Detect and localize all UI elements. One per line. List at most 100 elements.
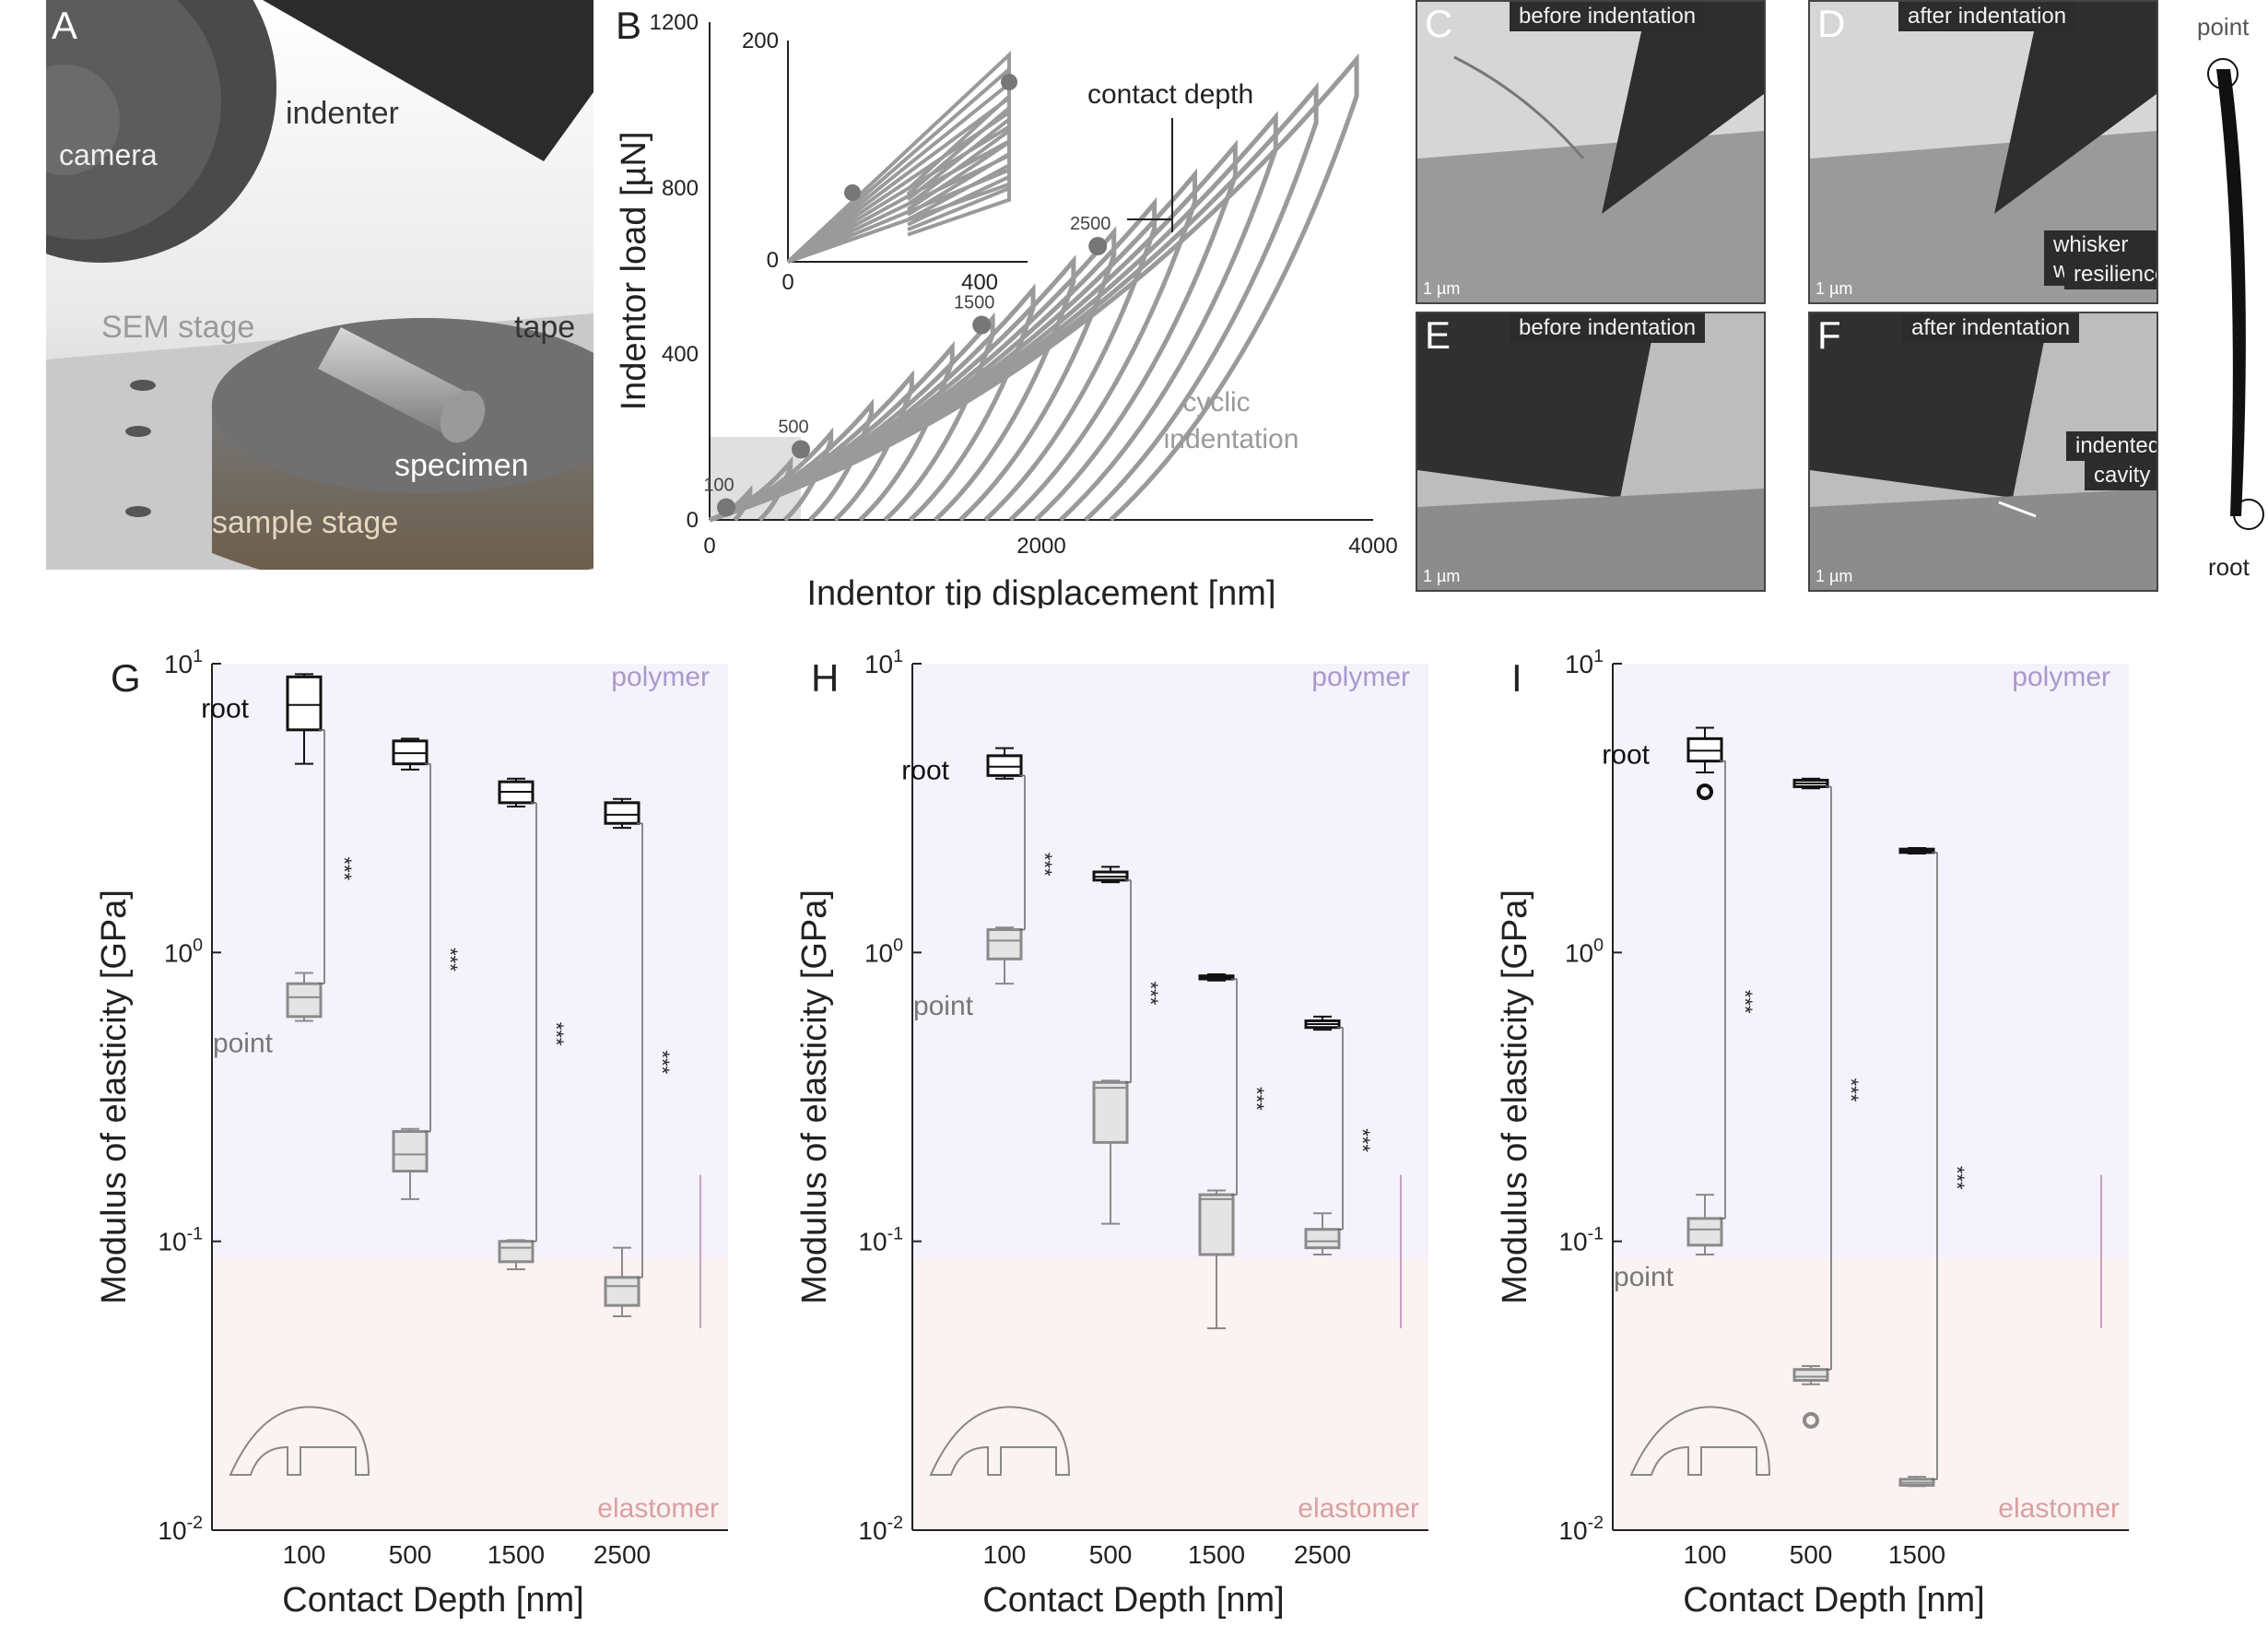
point-label: point: [1614, 1262, 1675, 1292]
y-tick-label: 10-1: [1558, 1224, 1604, 1256]
specimen-label: specimen: [394, 448, 529, 483]
x-axis-title: Contact Depth [nm]: [982, 1581, 1284, 1620]
indentation-label: indentation: [1164, 424, 1299, 454]
x-axis-title: Contact Depth [nm]: [1683, 1581, 1984, 1620]
box-root: [286, 675, 323, 732]
x-tick-label: 2500: [1294, 1540, 1351, 1569]
sem-c-caption: before indentation: [1510, 2, 1706, 31]
sem-e-caption: before indentation: [1510, 313, 1706, 343]
y-tick-label: 100: [164, 935, 203, 967]
sem-d-caption: after indentation: [1898, 2, 2076, 31]
panel-c-letter: C: [1425, 2, 1453, 45]
panel-a-render: [46, 0, 593, 570]
inset-x-tick: 0: [781, 270, 793, 295]
box-point: [1304, 1228, 1341, 1250]
elastomer-label: elastomer: [597, 1493, 719, 1524]
box-point: [986, 928, 1023, 960]
indenter-label: indenter: [286, 96, 399, 131]
y-tick-label: 0: [687, 508, 699, 533]
root-label: root: [901, 756, 949, 786]
y-axis-title: Modulus of elasticity [GPa]: [1496, 890, 1534, 1304]
box-point: [604, 1276, 640, 1307]
depth-marker-label: 1500: [954, 293, 995, 313]
sem-c: C before indentation 1 µm: [1416, 0, 1766, 304]
x-tick-label: 1500: [488, 1540, 545, 1569]
sig-marker: ***: [333, 856, 356, 880]
box-point: [1092, 1080, 1129, 1144]
depth-marker-label: 100: [703, 476, 734, 496]
root-label: root: [1602, 739, 1650, 770]
polymer-region: [912, 664, 1428, 1258]
sig-marker: ***: [1839, 1078, 1863, 1102]
y-tick-label: 10-1: [158, 1224, 203, 1256]
sig-marker: ***: [1733, 990, 1757, 1014]
panel-e-letter: E: [1425, 313, 1451, 357]
x-tick-label: 2000: [1016, 534, 1065, 559]
sem-f-note1: indented: [2066, 431, 2156, 461]
chart-h: polymer elastomer 101 100 10-1 10-2 100 500 1500…: [795, 646, 1428, 1620]
depth-marker-label: 2500: [1070, 214, 1111, 234]
contact-depth-label: contact depth: [1087, 79, 1253, 110]
y-tick-label: 10-2: [1558, 1513, 1604, 1545]
sem-f-caption: after indentation: [1902, 313, 2080, 343]
camera-label: camera: [59, 138, 158, 171]
sem-stage-label: SEM stage: [101, 310, 255, 345]
x-axis-title: Indentor tip displacement [nm]: [806, 574, 1275, 608]
elastomer-region: [912, 1257, 1428, 1530]
depth-marker: [1088, 237, 1108, 255]
depth-marker-label: 500: [778, 418, 808, 438]
outlier-point: [1803, 1411, 1819, 1429]
elastomer-region: [1613, 1257, 2129, 1530]
inset-y-tick: 0: [767, 248, 779, 273]
box-point: [392, 1130, 429, 1173]
sig-marker: ***: [1245, 1087, 1268, 1111]
sem-d: D after indentation whisker wall resilie…: [1808, 0, 2158, 304]
whisker-sketch: [2207, 58, 2264, 530]
chart-i: polymer elastomer 101 100 10-1 10-2 100 500 1500…: [1496, 646, 2129, 1620]
x-tick-label: 100: [1684, 1540, 1727, 1569]
y-tick-label: 1200: [650, 10, 699, 35]
polymer-label: polymer: [611, 662, 710, 692]
sem-e-image: [1417, 313, 1764, 590]
y-tick-label: 101: [864, 646, 903, 678]
cyclic-label: cyclic: [1182, 387, 1250, 418]
x-tick-label: 4000: [1348, 534, 1397, 559]
y-tick-label: 10-2: [858, 1513, 903, 1545]
sig-marker: ***: [1945, 1166, 1968, 1190]
inset-marker: [1001, 74, 1017, 90]
point-label: point: [913, 991, 974, 1021]
panel-a-letter: A: [52, 4, 78, 47]
y-tick-label: 101: [164, 646, 203, 678]
box-point: [498, 1240, 535, 1264]
sig-marker: ***: [1033, 853, 1056, 877]
tape-label: tape: [514, 310, 576, 345]
sample-stage-label: sample stage: [212, 505, 399, 540]
y-tick-label: 100: [1565, 935, 1604, 967]
whisker-point-label: point: [2197, 13, 2250, 41]
box-point: [1792, 1368, 1829, 1383]
inset-cycle-curve: [787, 182, 1011, 264]
y-axis-title: Indentor load [µN]: [615, 132, 653, 411]
depth-marker: [792, 440, 810, 459]
panel-letter: H: [811, 656, 839, 700]
panel-d-letter: D: [1817, 2, 1846, 45]
box-root: [986, 754, 1023, 777]
panel-f-letter: F: [1817, 313, 1841, 357]
sig-marker: ***: [545, 1022, 568, 1046]
animal-icon: [1629, 1406, 1771, 1476]
sem-c-scale: 1 µm: [1423, 279, 1461, 298]
sig-marker: ***: [1351, 1128, 1374, 1152]
elastomer-label: elastomer: [1998, 1493, 2120, 1524]
polymer-region: [212, 664, 728, 1258]
animal-icon: [929, 1406, 1071, 1476]
box-point: [1198, 1193, 1235, 1256]
inset-x-tick: 400: [961, 270, 998, 295]
y-tick-label: 10-1: [858, 1224, 903, 1256]
elastomer-label: elastomer: [1298, 1493, 1419, 1524]
chart-g: polymer elastomer 101 100 10-1 10-2 100 500 1500…: [95, 646, 728, 1620]
sem-e: E before indentation 1 µm: [1416, 312, 1766, 592]
x-tick-label: 500: [389, 1540, 432, 1569]
x-tick-label: 2500: [593, 1540, 651, 1569]
x-tick-label: 0: [703, 534, 715, 559]
root-label: root: [201, 694, 249, 725]
